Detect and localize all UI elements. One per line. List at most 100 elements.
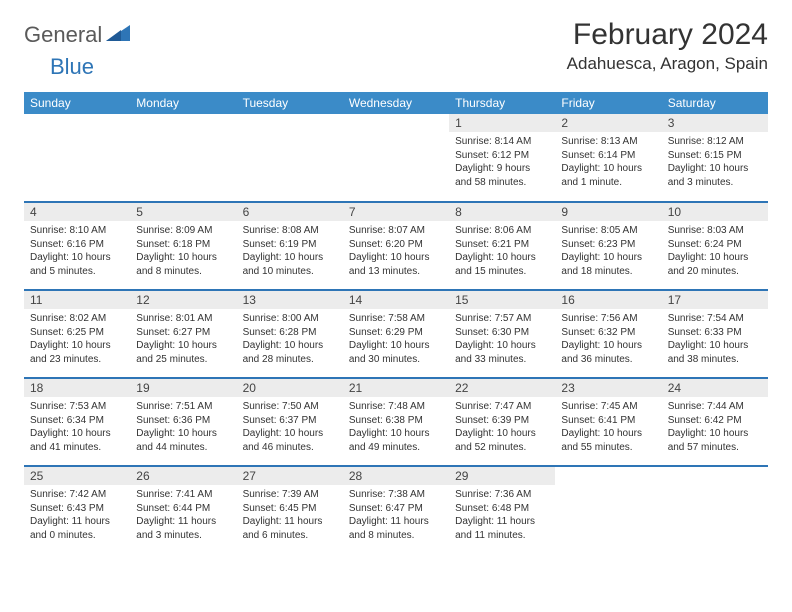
title-block: February 2024 Adahuesca, Aragon, Spain [567,18,768,74]
day-details: Sunrise: 7:38 AMSunset: 6:47 PMDaylight:… [343,485,449,546]
day-details: Sunrise: 8:02 AMSunset: 6:25 PMDaylight:… [24,309,130,370]
day-details: Sunrise: 7:48 AMSunset: 6:38 PMDaylight:… [343,397,449,458]
day-number: 17 [662,291,768,309]
day-details: Sunrise: 8:09 AMSunset: 6:18 PMDaylight:… [130,221,236,282]
day-number: 4 [24,203,130,221]
day-details: Sunrise: 7:42 AMSunset: 6:43 PMDaylight:… [24,485,130,546]
calendar-week-row: 11Sunrise: 8:02 AMSunset: 6:25 PMDayligh… [24,290,768,378]
day-details: Sunrise: 7:58 AMSunset: 6:29 PMDaylight:… [343,309,449,370]
day-number: 18 [24,379,130,397]
day-details: Sunrise: 8:08 AMSunset: 6:19 PMDaylight:… [237,221,343,282]
day-number: 8 [449,203,555,221]
day-details: Sunrise: 8:14 AMSunset: 6:12 PMDaylight:… [449,132,555,193]
calendar-cell: 1Sunrise: 8:14 AMSunset: 6:12 PMDaylight… [449,114,555,202]
calendar-cell [237,114,343,202]
calendar-cell: 20Sunrise: 7:50 AMSunset: 6:37 PMDayligh… [237,378,343,466]
day-number: 25 [24,467,130,485]
day-details: Sunrise: 7:54 AMSunset: 6:33 PMDaylight:… [662,309,768,370]
calendar-cell: 2Sunrise: 8:13 AMSunset: 6:14 PMDaylight… [555,114,661,202]
calendar-cell: 14Sunrise: 7:58 AMSunset: 6:29 PMDayligh… [343,290,449,378]
brand-triangle-icon [106,23,132,48]
calendar-cell: 5Sunrise: 8:09 AMSunset: 6:18 PMDaylight… [130,202,236,290]
brand-logo: General [24,22,134,48]
calendar-cell [130,114,236,202]
day-number: 23 [555,379,661,397]
day-number: 13 [237,291,343,309]
day-details: Sunrise: 8:03 AMSunset: 6:24 PMDaylight:… [662,221,768,282]
month-title: February 2024 [567,18,768,52]
day-details: Sunrise: 7:45 AMSunset: 6:41 PMDaylight:… [555,397,661,458]
day-number: 21 [343,379,449,397]
day-details: Sunrise: 8:06 AMSunset: 6:21 PMDaylight:… [449,221,555,282]
location: Adahuesca, Aragon, Spain [567,54,768,74]
calendar-week-row: 4Sunrise: 8:10 AMSunset: 6:16 PMDaylight… [24,202,768,290]
day-number: 22 [449,379,555,397]
calendar-cell: 10Sunrise: 8:03 AMSunset: 6:24 PMDayligh… [662,202,768,290]
calendar-cell [662,466,768,554]
calendar-cell: 25Sunrise: 7:42 AMSunset: 6:43 PMDayligh… [24,466,130,554]
brand-part1: General [24,22,102,48]
day-details: Sunrise: 7:57 AMSunset: 6:30 PMDaylight:… [449,309,555,370]
day-details: Sunrise: 7:51 AMSunset: 6:36 PMDaylight:… [130,397,236,458]
calendar-cell: 15Sunrise: 7:57 AMSunset: 6:30 PMDayligh… [449,290,555,378]
weekday-header: Wednesday [343,92,449,114]
day-number: 1 [449,114,555,132]
day-number: 28 [343,467,449,485]
day-details: Sunrise: 7:56 AMSunset: 6:32 PMDaylight:… [555,309,661,370]
calendar-cell: 9Sunrise: 8:05 AMSunset: 6:23 PMDaylight… [555,202,661,290]
calendar-week-row: 25Sunrise: 7:42 AMSunset: 6:43 PMDayligh… [24,466,768,554]
calendar-cell: 19Sunrise: 7:51 AMSunset: 6:36 PMDayligh… [130,378,236,466]
calendar-cell [24,114,130,202]
weekday-header: Tuesday [237,92,343,114]
calendar-cell: 28Sunrise: 7:38 AMSunset: 6:47 PMDayligh… [343,466,449,554]
calendar-cell: 7Sunrise: 8:07 AMSunset: 6:20 PMDaylight… [343,202,449,290]
day-number: 19 [130,379,236,397]
calendar-cell: 23Sunrise: 7:45 AMSunset: 6:41 PMDayligh… [555,378,661,466]
calendar-cell [555,466,661,554]
calendar-cell: 8Sunrise: 8:06 AMSunset: 6:21 PMDaylight… [449,202,555,290]
day-details: Sunrise: 7:39 AMSunset: 6:45 PMDaylight:… [237,485,343,546]
calendar-cell: 3Sunrise: 8:12 AMSunset: 6:15 PMDaylight… [662,114,768,202]
calendar-cell: 24Sunrise: 7:44 AMSunset: 6:42 PMDayligh… [662,378,768,466]
day-number: 10 [662,203,768,221]
day-details: Sunrise: 8:13 AMSunset: 6:14 PMDaylight:… [555,132,661,193]
day-details: Sunrise: 7:44 AMSunset: 6:42 PMDaylight:… [662,397,768,458]
weekday-header: Sunday [24,92,130,114]
day-number: 7 [343,203,449,221]
weekday-header: Monday [130,92,236,114]
calendar-cell: 26Sunrise: 7:41 AMSunset: 6:44 PMDayligh… [130,466,236,554]
day-number: 16 [555,291,661,309]
day-details: Sunrise: 8:10 AMSunset: 6:16 PMDaylight:… [24,221,130,282]
day-details: Sunrise: 8:01 AMSunset: 6:27 PMDaylight:… [130,309,236,370]
weekday-header: Saturday [662,92,768,114]
calendar-cell: 27Sunrise: 7:39 AMSunset: 6:45 PMDayligh… [237,466,343,554]
calendar-table: Sunday Monday Tuesday Wednesday Thursday… [24,92,768,554]
weekday-header-row: Sunday Monday Tuesday Wednesday Thursday… [24,92,768,114]
brand-part2: Blue [50,54,94,79]
day-details: Sunrise: 7:36 AMSunset: 6:48 PMDaylight:… [449,485,555,546]
day-number: 6 [237,203,343,221]
weekday-header: Friday [555,92,661,114]
day-number: 26 [130,467,236,485]
calendar-cell: 6Sunrise: 8:08 AMSunset: 6:19 PMDaylight… [237,202,343,290]
day-details: Sunrise: 7:53 AMSunset: 6:34 PMDaylight:… [24,397,130,458]
calendar-cell: 17Sunrise: 7:54 AMSunset: 6:33 PMDayligh… [662,290,768,378]
calendar-cell: 22Sunrise: 7:47 AMSunset: 6:39 PMDayligh… [449,378,555,466]
calendar-cell: 12Sunrise: 8:01 AMSunset: 6:27 PMDayligh… [130,290,236,378]
day-details: Sunrise: 8:00 AMSunset: 6:28 PMDaylight:… [237,309,343,370]
calendar-page: General February 2024 Adahuesca, Aragon,… [0,0,792,554]
calendar-cell: 13Sunrise: 8:00 AMSunset: 6:28 PMDayligh… [237,290,343,378]
weekday-header: Thursday [449,92,555,114]
day-number: 3 [662,114,768,132]
day-number: 14 [343,291,449,309]
day-number: 29 [449,467,555,485]
day-number: 5 [130,203,236,221]
day-number: 20 [237,379,343,397]
day-details: Sunrise: 7:41 AMSunset: 6:44 PMDaylight:… [130,485,236,546]
calendar-cell: 16Sunrise: 7:56 AMSunset: 6:32 PMDayligh… [555,290,661,378]
day-number: 11 [24,291,130,309]
day-number: 24 [662,379,768,397]
calendar-cell: 4Sunrise: 8:10 AMSunset: 6:16 PMDaylight… [24,202,130,290]
calendar-week-row: 1Sunrise: 8:14 AMSunset: 6:12 PMDaylight… [24,114,768,202]
day-number: 12 [130,291,236,309]
